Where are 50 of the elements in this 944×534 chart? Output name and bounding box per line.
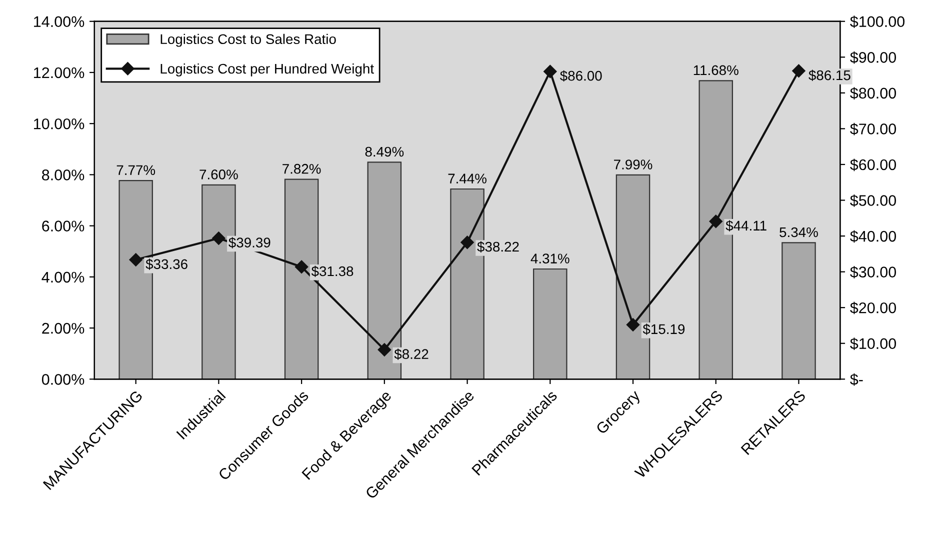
y-tick-label: 10.00%: [34, 118, 84, 130]
y2-tick-label: $20.00: [850, 302, 896, 314]
data-label: $38.22: [477, 241, 519, 253]
y2-tick-label: $60.00: [850, 158, 896, 172]
bar: [533, 268, 568, 380]
y2-tick-label: $80.00: [850, 87, 896, 100]
data-label: 7.82%: [282, 164, 321, 174]
data-label: 7.77%: [116, 165, 156, 175]
y2-tick-label: $-: [850, 373, 863, 386]
data-label: 7.44%: [448, 174, 486, 184]
y-tick-label: 2.00%: [42, 322, 84, 334]
y2-tick-label: $10.00: [850, 338, 896, 350]
legend-label: Logistics Cost to Sales Ratio: [160, 34, 336, 47]
y-tick-label: 6.00%: [42, 220, 84, 232]
data-label: $15.19: [642, 324, 685, 335]
y2-tick-label: $30.00: [850, 266, 896, 278]
y-tick-label: 14.00%: [34, 16, 84, 28]
data-label: 4.31%: [530, 254, 570, 264]
point: [212, 232, 226, 245]
point: [129, 253, 142, 266]
point: [294, 260, 308, 274]
data-label: $31.38: [311, 266, 354, 277]
point: [460, 236, 474, 249]
y2-tick-label: $70.00: [850, 122, 896, 136]
data-label: $86.15: [808, 70, 850, 82]
y-tick-label: 12.00%: [34, 67, 84, 78]
y-tick-label: 0.00%: [42, 374, 84, 385]
data-label: $39.39: [228, 237, 270, 248]
point: [709, 214, 722, 228]
data-label: 7.60%: [200, 170, 238, 180]
data-label: 5.34%: [780, 227, 818, 238]
legend-label: Logistics Cost per Hundred Weight: [160, 63, 374, 76]
data-label: $44.11: [726, 220, 766, 232]
point: [544, 64, 557, 78]
bar: [782, 242, 816, 380]
data-label: 11.68%: [694, 65, 738, 76]
y-tick-label: 8.00%: [42, 170, 84, 180]
y2-tick-label: $90.00: [850, 51, 896, 64]
data-label: $33.36: [146, 258, 188, 270]
data-label: $86.00: [560, 70, 602, 82]
point: [792, 64, 806, 78]
y2-tick-label: $100.00: [850, 16, 905, 28]
point: [378, 343, 392, 356]
y2-tick-label: $50.00: [850, 194, 896, 207]
data-label: $8.22: [394, 348, 428, 360]
y-tick-label: 4.00%: [42, 272, 84, 283]
data-label: 7.99%: [614, 160, 652, 170]
y2-tick-label: $40.00: [850, 230, 896, 243]
data-label: 8.49%: [365, 146, 404, 157]
point: [626, 318, 640, 332]
